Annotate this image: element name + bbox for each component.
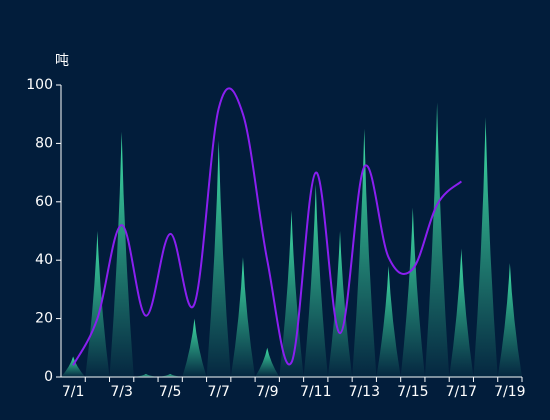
y-tick-label: 80 [35,135,53,151]
x-tick-label: 7/1 [62,384,85,400]
spike-bar [255,347,280,377]
y-tick-label: 40 [35,252,53,268]
spike-bar [424,102,450,378]
spike-bar [352,128,377,377]
spike-bar [230,257,256,377]
x-tick-label: 7/5 [159,384,182,400]
spike-bar [61,356,86,377]
spike-bar [109,131,134,377]
x-tick-label: 7/13 [349,384,380,400]
spike-bar [133,374,159,377]
spike-bar [497,263,522,377]
line-series [72,87,463,366]
spike-bar [85,231,110,377]
x-tick-label: 7/17 [446,384,477,400]
spike-bar [206,140,231,377]
x-tick-label: 7/9 [256,384,279,400]
spike-bar [473,117,498,378]
spike-bar [400,207,425,377]
spike-bar [303,184,328,377]
x-tick-label: 7/15 [397,384,428,400]
x-tick-label: 7/11 [300,384,331,400]
y-axis-unit: 吨 [55,53,69,69]
x-tick-label: 7/7 [207,384,230,400]
y-tick-label: 60 [35,194,53,210]
spike-bar [158,374,183,377]
x-tick-label: 7/19 [494,384,525,400]
y-tick-label: 20 [35,311,53,327]
y-tick-label: 100 [26,77,53,93]
x-tick-label: 7/3 [110,384,133,400]
spike-bar [327,231,353,377]
y-tick-label: 0 [44,369,53,385]
spike-bar [376,266,401,377]
spike-bar [449,248,474,377]
spike-bar [182,318,207,377]
